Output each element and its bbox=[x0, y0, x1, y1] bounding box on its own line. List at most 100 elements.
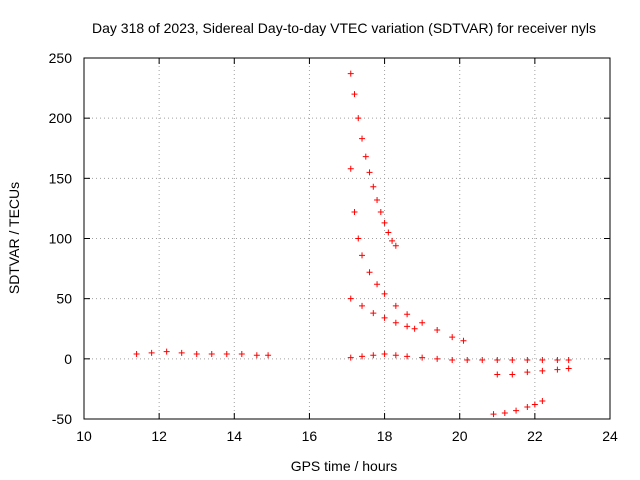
data-point bbox=[163, 348, 170, 355]
chart-title: Day 318 of 2023, Sidereal Day-to-day VTE… bbox=[92, 20, 596, 36]
data-point bbox=[208, 351, 215, 358]
data-point bbox=[377, 209, 384, 216]
data-point bbox=[347, 354, 354, 361]
data-point bbox=[347, 295, 354, 302]
data-point bbox=[449, 357, 456, 364]
data-point bbox=[223, 351, 230, 358]
data-point bbox=[554, 366, 561, 373]
x-tick-label: 10 bbox=[76, 428, 92, 444]
data-point bbox=[464, 357, 471, 364]
data-point bbox=[355, 115, 362, 122]
series-arc-6 bbox=[494, 365, 572, 378]
y-axis-label: SDTVAR / TECUs bbox=[6, 182, 22, 294]
data-point bbox=[366, 269, 373, 276]
data-point bbox=[355, 235, 362, 242]
data-point bbox=[531, 401, 538, 408]
data-point bbox=[374, 281, 381, 288]
data-point bbox=[392, 319, 399, 326]
data-point bbox=[366, 169, 373, 176]
data-point bbox=[381, 351, 388, 358]
series-arc-1 bbox=[133, 348, 272, 359]
data-point bbox=[524, 403, 531, 410]
data-point bbox=[381, 314, 388, 321]
data-point bbox=[434, 326, 441, 333]
data-point bbox=[389, 237, 396, 244]
data-point bbox=[370, 352, 377, 359]
data-point bbox=[501, 409, 508, 416]
series-arc-7 bbox=[490, 397, 546, 418]
x-tick-label: 24 bbox=[602, 428, 618, 444]
data-point bbox=[359, 302, 366, 309]
data-point bbox=[509, 371, 516, 378]
plot-frame bbox=[83, 57, 611, 420]
data-points bbox=[133, 70, 572, 418]
data-point bbox=[351, 91, 358, 98]
data-point bbox=[359, 135, 366, 142]
data-point bbox=[419, 319, 426, 326]
data-point bbox=[411, 325, 418, 332]
data-point bbox=[351, 209, 358, 216]
grid bbox=[84, 58, 610, 419]
series-arc-5 bbox=[347, 351, 572, 364]
data-point bbox=[404, 323, 411, 330]
x-tick-label: 12 bbox=[151, 428, 167, 444]
data-point bbox=[385, 229, 392, 236]
data-point bbox=[253, 352, 260, 359]
series-arc-3 bbox=[347, 165, 467, 344]
data-point bbox=[381, 219, 388, 226]
data-point bbox=[347, 70, 354, 77]
x-tick-label: 18 bbox=[377, 428, 393, 444]
series-arc-4 bbox=[347, 295, 418, 332]
data-point bbox=[265, 352, 272, 359]
x-tick-label: 16 bbox=[302, 428, 318, 444]
data-point bbox=[539, 397, 546, 404]
y-tick-label: 50 bbox=[56, 291, 72, 307]
data-point bbox=[238, 351, 245, 358]
data-point bbox=[370, 310, 377, 317]
data-point bbox=[494, 357, 501, 364]
x-axis-label: GPS time / hours bbox=[291, 458, 398, 474]
data-point bbox=[370, 183, 377, 190]
data-point bbox=[494, 371, 501, 378]
data-point bbox=[392, 352, 399, 359]
data-point bbox=[133, 351, 140, 358]
x-tick-label: 22 bbox=[527, 428, 543, 444]
data-point bbox=[449, 334, 456, 341]
data-point bbox=[513, 407, 520, 414]
y-tick-label: -50 bbox=[52, 411, 72, 427]
data-point bbox=[359, 353, 366, 360]
data-point bbox=[419, 354, 426, 361]
series-arc-2 bbox=[347, 70, 399, 249]
x-tick-label: 14 bbox=[226, 428, 242, 444]
data-point bbox=[524, 357, 531, 364]
data-point bbox=[460, 337, 467, 344]
data-point bbox=[392, 242, 399, 249]
data-point bbox=[404, 353, 411, 360]
data-point bbox=[347, 165, 354, 172]
data-point bbox=[434, 355, 441, 362]
data-point bbox=[479, 357, 486, 364]
data-point bbox=[565, 365, 572, 372]
data-point bbox=[362, 153, 369, 160]
data-point bbox=[374, 196, 381, 203]
data-point bbox=[404, 311, 411, 318]
x-tick-label: 20 bbox=[452, 428, 468, 444]
data-point bbox=[565, 357, 572, 364]
data-point bbox=[359, 252, 366, 259]
y-tick-label: 100 bbox=[49, 231, 73, 247]
data-point bbox=[392, 302, 399, 309]
y-tick-label: 200 bbox=[49, 110, 73, 126]
data-point bbox=[148, 349, 155, 356]
y-tick-label: 150 bbox=[49, 170, 73, 186]
data-point bbox=[381, 290, 388, 297]
y-tick-label: 250 bbox=[49, 50, 73, 66]
data-point bbox=[178, 349, 185, 356]
y-tick-label: 0 bbox=[64, 351, 72, 367]
data-point bbox=[539, 367, 546, 374]
data-point bbox=[524, 369, 531, 376]
data-point bbox=[554, 357, 561, 364]
data-point bbox=[193, 351, 200, 358]
ticks: 10 12 14 16 18 20 22 24 -50 0 50 100 150 200 250 bbox=[49, 50, 618, 444]
data-point bbox=[490, 411, 497, 418]
